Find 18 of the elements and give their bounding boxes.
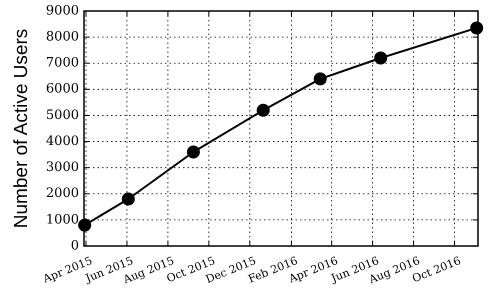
point (186, 146, 200, 158)
y-tick-label: 5000 (46, 108, 79, 123)
point (122, 192, 135, 206)
y-tick-label: 3000 (46, 160, 79, 176)
y-tick-label: 2000 (46, 186, 79, 202)
y-tick-label: 7000 (46, 56, 79, 71)
y-tick-label: 4000 (46, 134, 79, 149)
point (256, 104, 270, 117)
y-axis-title: Number of Active Users (11, 28, 32, 228)
y-tick-label: 9000 (46, 3, 79, 18)
point (78, 218, 92, 232)
y-tick-label: 8000 (46, 29, 79, 44)
point (374, 52, 388, 64)
y-tick-label: 0 (70, 238, 79, 254)
point (314, 72, 327, 86)
y-tick-label: 6000 (46, 82, 79, 97)
point (470, 21, 484, 34)
y-tick-label: 1000 (46, 212, 79, 228)
